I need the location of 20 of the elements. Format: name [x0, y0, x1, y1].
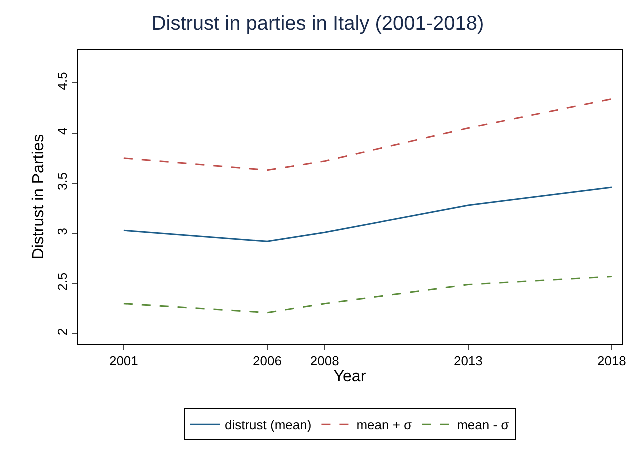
y-tick-label: 3.5: [54, 172, 70, 191]
legend-label: mean + σ: [356, 418, 412, 433]
x-tick-label: 2001: [109, 354, 138, 369]
y-tick-label: 2.5: [54, 272, 70, 291]
x-tick-label: 2006: [253, 354, 282, 369]
line-series: [123, 186, 613, 242]
y-tick-label: 4.5: [54, 72, 70, 90]
y-tick-label: 2: [54, 328, 70, 336]
line-series: [123, 98, 613, 172]
y-tick-label: 3: [54, 228, 70, 236]
x-tick-label: 2008: [310, 354, 340, 369]
x-tick-label: 2013: [454, 354, 483, 369]
legend-label: mean - σ: [457, 418, 510, 433]
y-tick-label: 4: [54, 128, 70, 135]
chart-title: Distrust in parties in Italy (2001-2018): [152, 12, 484, 35]
x-tick-label: 2018: [597, 354, 626, 369]
x-axis-title: Year: [334, 368, 367, 386]
line-series: [123, 276, 613, 314]
y-axis-title: Distrust in Parties: [30, 134, 48, 260]
legend-label: distrust (mean): [225, 418, 312, 433]
